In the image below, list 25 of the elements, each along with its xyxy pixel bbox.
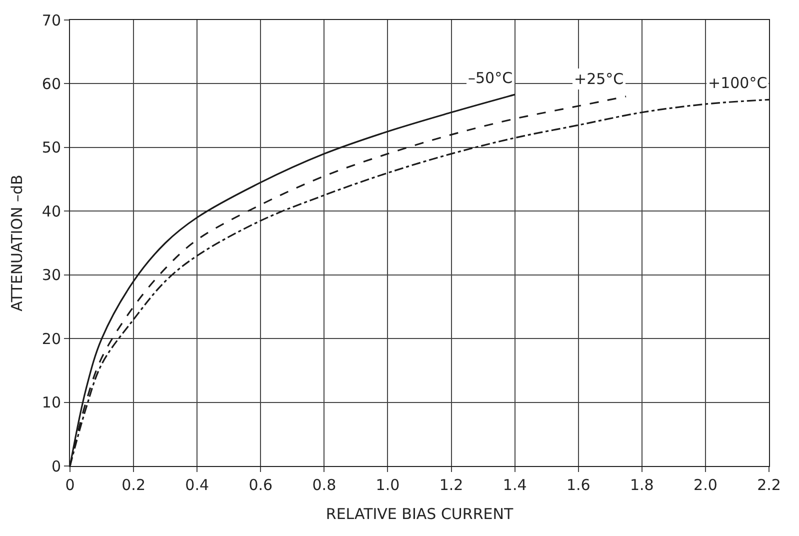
x-tick-label: 0.2 — [122, 476, 146, 494]
x-tick-label: 0 — [65, 476, 75, 494]
x-tick-label: 2.2 — [757, 476, 781, 494]
series-label: –50°C — [468, 69, 513, 87]
x-tick-label: 1.4 — [502, 476, 527, 494]
x-tick-label: 1.6 — [566, 476, 590, 494]
y-axis-title: ATTENUATION –dB — [8, 174, 26, 312]
series-label: +25°C — [574, 70, 624, 88]
x-tick-label: 0.4 — [185, 476, 210, 494]
x-tick-label: 2.0 — [694, 476, 718, 494]
y-tick-label: 20 — [42, 330, 61, 348]
x-tick-label: 1.2 — [439, 476, 464, 494]
x-tick-label: 0.8 — [312, 476, 336, 494]
x-tick-label: 0.6 — [248, 476, 273, 494]
x-tick-label: 1.8 — [630, 476, 654, 494]
x-tick-label: 1.0 — [376, 476, 400, 494]
series-label: +100°C — [708, 74, 768, 92]
y-tick-label: 10 — [42, 394, 61, 412]
y-tick-label: 70 — [42, 11, 61, 30]
y-tick-label: 0 — [51, 457, 61, 476]
y-tick-label: 30 — [42, 266, 61, 284]
y-tick-label: 40 — [42, 202, 61, 220]
x-axis-title: RELATIVE BIAS CURRENT — [326, 505, 514, 523]
y-tick-label: 60 — [42, 74, 61, 93]
y-tick-label: 50 — [42, 138, 61, 157]
